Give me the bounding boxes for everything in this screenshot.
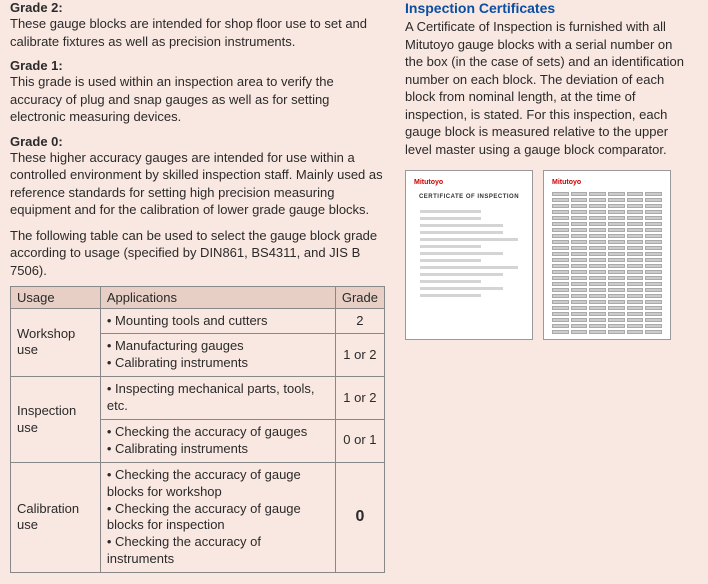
grade-cell: 1 or 2 xyxy=(335,377,384,420)
grade-label: Grade 1: xyxy=(10,58,385,73)
grade-label: Grade 0: xyxy=(10,134,385,149)
applications-cell: • Manufacturing gauges• Calibrating inst… xyxy=(100,334,335,377)
table-intro: The following table can be used to selec… xyxy=(10,227,385,280)
grade-descriptions: Grade 2:These gauge blocks are intended … xyxy=(10,0,385,219)
applications-cell: • Inspecting mechanical parts, tools, et… xyxy=(100,377,335,420)
table-row: Workshop use• Mounting tools and cutters… xyxy=(11,308,385,334)
applications-cell: • Mounting tools and cutters xyxy=(100,308,335,334)
applications-cell: • Checking the accuracy of gauges• Calib… xyxy=(100,420,335,463)
grade-cell: 0 or 1 xyxy=(335,420,384,463)
grade-label: Grade 2: xyxy=(10,0,385,15)
certificate-images-row: Mitutoyo CERTIFICATE OF INSPECTION Mitut… xyxy=(405,170,685,340)
table-row: Calibration use• Checking the accuracy o… xyxy=(11,462,385,572)
grade-cell: 1 or 2 xyxy=(335,334,384,377)
inspection-certificates-text: A Certificate of Inspection is furnished… xyxy=(405,18,685,158)
usage-cell: Calibration use xyxy=(11,462,101,572)
left-column: Grade 2:These gauge blocks are intended … xyxy=(0,0,405,584)
header-applications: Applications xyxy=(100,286,335,308)
grade-cell: 2 xyxy=(335,308,384,334)
table-row: Inspection use• Inspecting mechanical pa… xyxy=(11,377,385,420)
inspection-certificates-title: Inspection Certificates xyxy=(405,0,685,16)
right-column: Inspection Certificates A Certificate of… xyxy=(405,0,695,584)
grade-text: These gauge blocks are intended for shop… xyxy=(10,15,385,50)
mitutoyo-logo: Mitutoyo xyxy=(414,179,443,186)
grade-text: This grade is used within an inspection … xyxy=(10,73,385,126)
grade-block: Grade 2:These gauge blocks are intended … xyxy=(10,0,385,50)
mitutoyo-logo: Mitutoyo xyxy=(552,179,581,186)
grade-block: Grade 0:These higher accuracy gauges are… xyxy=(10,134,385,219)
usage-cell: Workshop use xyxy=(11,308,101,377)
certificate-title: CERTIFICATE OF INSPECTION xyxy=(414,194,524,200)
usage-table: Usage Applications Grade Workshop use• M… xyxy=(10,286,385,574)
header-usage: Usage xyxy=(11,286,101,308)
certificate-image-1: Mitutoyo CERTIFICATE OF INSPECTION xyxy=(405,170,533,340)
header-grade: Grade xyxy=(335,286,384,308)
usage-cell: Inspection use xyxy=(11,377,101,463)
grade-cell: 0 xyxy=(335,462,384,572)
grade-text: These higher accuracy gauges are intende… xyxy=(10,149,385,219)
certificate-image-2: Mitutoyo xyxy=(543,170,671,340)
grade-block: Grade 1:This grade is used within an ins… xyxy=(10,58,385,126)
applications-cell: • Checking the accuracy of gauge blocks … xyxy=(100,462,335,572)
